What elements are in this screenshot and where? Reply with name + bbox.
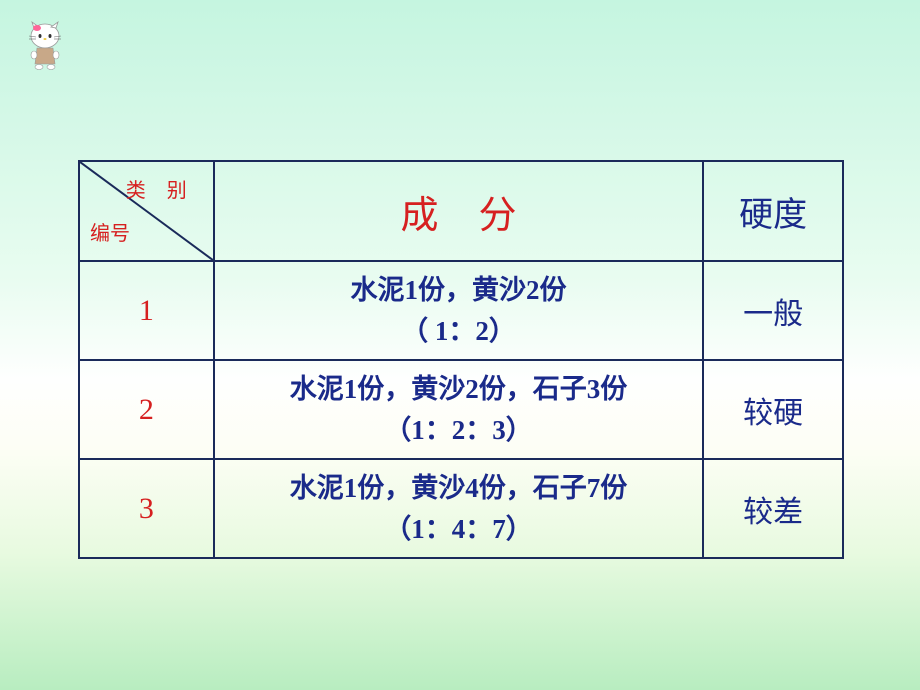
table-row: 3 水泥1份，黄沙4份，石子7份 （1：4：7） 较差	[79, 459, 843, 558]
hardness-cell: 较硬	[703, 360, 843, 459]
hardness-cell: 较差	[703, 459, 843, 558]
cat-svg	[25, 20, 65, 70]
composition-ratio: （ 1：2）	[401, 316, 516, 346]
composition-text: 水泥1份，黄沙4份，石子7份	[290, 473, 628, 503]
composition-ratio: （1：4：7）	[384, 514, 533, 544]
composition-ratio: （1：2：3）	[384, 415, 533, 445]
table-row: 2 水泥1份，黄沙2份，石子3份 （1：2：3） 较硬	[79, 360, 843, 459]
header-category-label: 类 别	[126, 174, 195, 203]
header-number-label: 编号	[90, 217, 130, 246]
row-number: 1	[79, 261, 214, 360]
composition-text: 水泥1份，黄沙2份，石子3份	[290, 374, 628, 404]
table-header-row: 类 别 编号 成分 硬度	[79, 161, 843, 261]
concrete-mix-table: 类 别 编号 成分 硬度 1 水泥1份，黄沙2份 （ 1：2） 一般 2 水泥1…	[78, 160, 844, 559]
header-hardness: 硬度	[703, 161, 843, 261]
composition-text: 水泥1份，黄沙2份	[350, 275, 566, 305]
cat-icon	[25, 20, 65, 70]
composition-cell: 水泥1份，黄沙4份，石子7份 （1：4：7）	[214, 459, 703, 558]
header-composition: 成分	[214, 161, 703, 261]
composition-cell: 水泥1份，黄沙2份 （ 1：2）	[214, 261, 703, 360]
diagonal-header-cell: 类 别 编号	[79, 161, 214, 261]
row-number: 3	[79, 459, 214, 558]
hardness-cell: 一般	[703, 261, 843, 360]
table-row: 1 水泥1份，黄沙2份 （ 1：2） 一般	[79, 261, 843, 360]
row-number: 2	[79, 360, 214, 459]
composition-cell: 水泥1份，黄沙2份，石子3份 （1：2：3）	[214, 360, 703, 459]
data-table: 类 别 编号 成分 硬度 1 水泥1份，黄沙2份 （ 1：2） 一般 2 水泥1…	[78, 160, 844, 559]
